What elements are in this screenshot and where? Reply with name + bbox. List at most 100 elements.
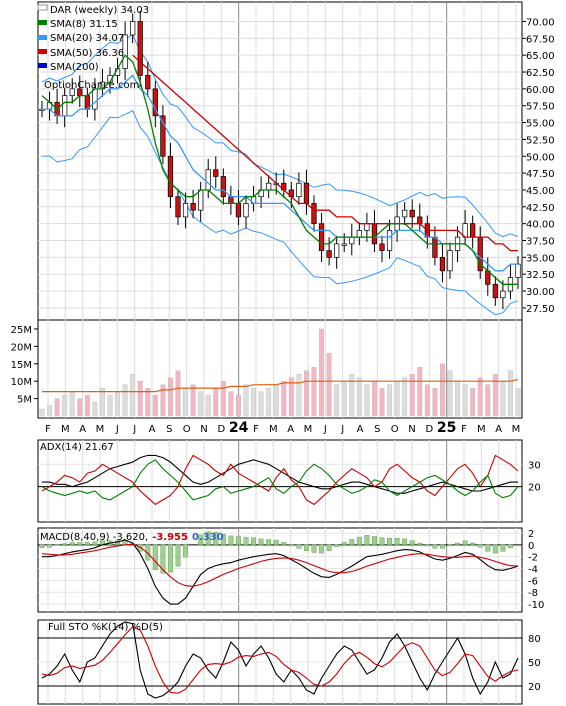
macd-histogram-bar <box>500 544 506 552</box>
macd-histogram-bar <box>39 544 45 548</box>
x-tick-label: J <box>323 424 327 435</box>
volume-bar <box>77 398 83 417</box>
volume-bar <box>235 394 241 417</box>
sma8-line <box>41 54 518 285</box>
candle-body <box>515 263 521 278</box>
k-line <box>41 621 519 699</box>
macd-histogram-bar <box>205 531 211 546</box>
candle-body <box>228 196 234 204</box>
macd-histogram-bar <box>477 544 483 548</box>
volume-bar <box>160 384 166 417</box>
legend-swatch-title <box>37 4 48 11</box>
volume-bar <box>47 405 53 417</box>
macd-histogram-bar <box>175 544 181 567</box>
volume-bar <box>62 394 68 417</box>
candle-body <box>447 250 453 272</box>
macd-histogram-bar <box>394 538 400 546</box>
x-tick-label: O <box>391 424 399 435</box>
indicator-tick-label: -10 <box>528 600 544 611</box>
signal-line <box>41 543 519 587</box>
macd-histogram-bar <box>243 536 249 546</box>
indicator-tick-label: -6 <box>528 576 538 587</box>
x-tick-label: M <box>304 424 313 435</box>
macd-histogram-bar <box>84 542 90 546</box>
volume-bar <box>424 384 430 417</box>
macd-histogram-bar <box>288 544 294 547</box>
volume-bar <box>167 377 173 417</box>
volume-bar <box>326 353 332 417</box>
x-tick-label: F <box>461 424 467 435</box>
volume-tick-label: 10M <box>11 377 32 388</box>
price-tick-label: 60.00 <box>526 85 555 96</box>
candle-body <box>160 115 166 157</box>
candle-body <box>379 243 385 251</box>
x-tick-label: D <box>217 424 225 435</box>
macd-histogram-bar <box>273 539 279 546</box>
macd-histogram-bar <box>462 540 468 546</box>
price-tick-label: 52.50 <box>526 135 555 146</box>
x-tick-label: 24 <box>229 420 249 436</box>
indicator-tick-label: 20 <box>528 483 541 494</box>
x-tick-label: J <box>115 424 119 435</box>
volume-bar <box>54 398 60 417</box>
price-panel <box>39 10 521 316</box>
macd-histogram-bar <box>311 544 317 553</box>
macd-histogram-bar <box>492 544 498 554</box>
x-tick-label: M <box>269 424 278 435</box>
price-tick-label: 67.50 <box>526 34 555 45</box>
volume-bar <box>92 401 98 417</box>
macd-histogram-bar <box>183 544 189 558</box>
x-tick-label: A <box>287 424 294 435</box>
macd-histogram-bar <box>258 538 264 546</box>
candle-body <box>266 182 272 191</box>
macd-histogram-bar <box>379 537 385 546</box>
di-line <box>41 454 519 506</box>
candle-body <box>167 155 174 198</box>
candle-body <box>296 182 302 198</box>
legend-sma200: SMA(200) <box>50 62 99 73</box>
macd-histogram-bar <box>47 544 53 548</box>
volume-bar <box>311 367 317 417</box>
volume-bar <box>122 384 128 417</box>
candle-body <box>349 236 355 245</box>
macd-histogram-bar <box>417 542 423 546</box>
volume-bar <box>462 384 468 417</box>
x-tick-label: M <box>512 424 521 435</box>
volume-frame <box>37 319 523 419</box>
volume-tick-label: 15M <box>11 360 32 371</box>
macd-histogram-bar <box>281 542 287 546</box>
volume-bar <box>39 408 45 417</box>
di-line <box>41 459 519 501</box>
x-tick-label: A <box>79 424 86 435</box>
volume-tick-label: 20M <box>11 342 32 353</box>
candle-body <box>364 223 370 231</box>
volume-bar <box>205 394 211 417</box>
candle-body <box>417 216 423 225</box>
volume-bar <box>477 377 483 417</box>
candle-body <box>318 223 325 251</box>
indicator-tick-label: 80 <box>528 634 541 645</box>
candle-body <box>62 95 68 117</box>
legend: DAR (weekly) 34.03 SMA(8) 31.15 SMA(20) … <box>37 4 149 91</box>
volume-bar <box>371 380 377 417</box>
price-tick-label: 65.00 <box>526 51 555 62</box>
d-line <box>41 626 519 694</box>
candle-body <box>137 21 143 76</box>
macd-histogram-bar <box>303 544 309 551</box>
volume-bar <box>379 387 385 417</box>
candle-body <box>371 223 378 245</box>
x-tick-label: S <box>166 424 172 435</box>
x-tick-label: F <box>253 424 259 435</box>
volume-bar <box>130 374 136 417</box>
macd-histogram-bar <box>296 544 302 549</box>
macd-histogram-bar <box>349 539 355 546</box>
candle-body <box>122 34 128 70</box>
volume-bar <box>251 387 257 417</box>
macd-histogram-bar <box>432 544 438 549</box>
volume-panel <box>39 328 521 417</box>
candle-body <box>190 203 196 211</box>
price-tick-label: 30.00 <box>526 287 555 298</box>
candle-body <box>500 290 506 299</box>
candle-body <box>326 250 332 258</box>
price-tick-label: 45.00 <box>526 186 555 197</box>
